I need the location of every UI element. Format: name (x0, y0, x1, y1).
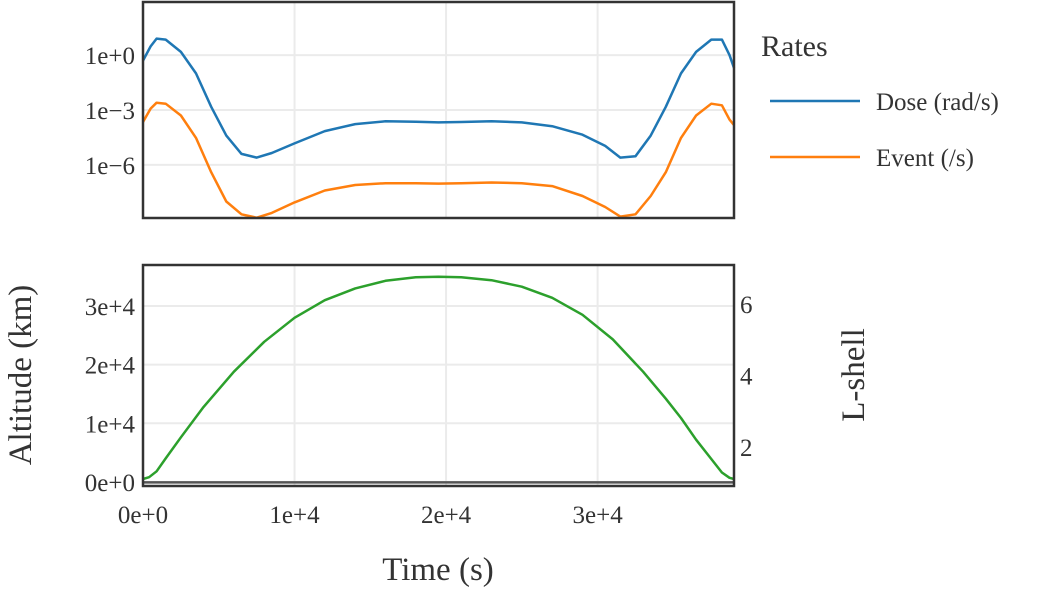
bottom-y-tick-label: 2e+4 (85, 353, 136, 380)
bottom-y-tick-label: 3e+4 (85, 294, 136, 321)
bottom-panel-frame (141, 263, 736, 488)
top-series-group (141, 37, 736, 219)
bottom-y2-tick-label: 4 (740, 364, 753, 391)
top-y-tick-label: 1e−3 (85, 98, 135, 125)
bottom-x-tick-label: 3e+4 (573, 502, 624, 529)
bottom-x-tick-label: 0e+0 (118, 502, 168, 529)
series-line-event (141, 101, 735, 219)
bottom-series-group (142, 275, 735, 484)
bottom-y-tick-label: 1e+4 (85, 411, 136, 438)
bottom-y2-tick-label: 2 (740, 435, 753, 462)
bottom-x-tick-labels: 0e+0 1e+4 2e+4 3e+4 (118, 502, 623, 529)
bottom-x-tick-label: 1e+4 (269, 502, 320, 529)
bottom-y-tick-label: 0e+0 (85, 470, 135, 497)
bottom-panel: 0e+0 1e+4 2e+4 3e+4 2 4 6 0e+0 1e+4 2e+4 3e+4 Ti… (3, 263, 872, 588)
legend-title: Rates (761, 30, 828, 63)
y-axis-label-altitude: Altitude (km) (3, 285, 39, 466)
top-panel: 1e−6 1e−3 1e+0 (85, 0, 736, 220)
y2-axis-label-lshell: L-shell (836, 328, 872, 421)
top-y-tick-label: 1e+0 (85, 43, 135, 70)
series-line-altitude (142, 275, 735, 481)
top-gridlines (142, 2, 734, 218)
bottom-y-tick-labels: 0e+0 1e+4 2e+4 3e+4 (85, 294, 136, 497)
legend-label-dose: Dose (rad/s) (876, 89, 999, 116)
bottom-x-tick-label: 2e+4 (421, 502, 472, 529)
x-axis-label: Time (s) (382, 552, 494, 588)
top-y-tick-label: 1e−6 (85, 153, 135, 180)
bottom-y2-tick-labels: 2 4 6 (740, 292, 753, 462)
bottom-y2-tick-label: 6 (740, 292, 753, 319)
legend: Rates Dose (rad/s) Event (/s) (761, 30, 999, 172)
series-line-dose (141, 37, 736, 159)
top-y-tick-labels: 1e−6 1e−3 1e+0 (85, 43, 135, 180)
legend-label-event: Event (/s) (876, 145, 974, 172)
top-panel-frame (141, 0, 736, 220)
